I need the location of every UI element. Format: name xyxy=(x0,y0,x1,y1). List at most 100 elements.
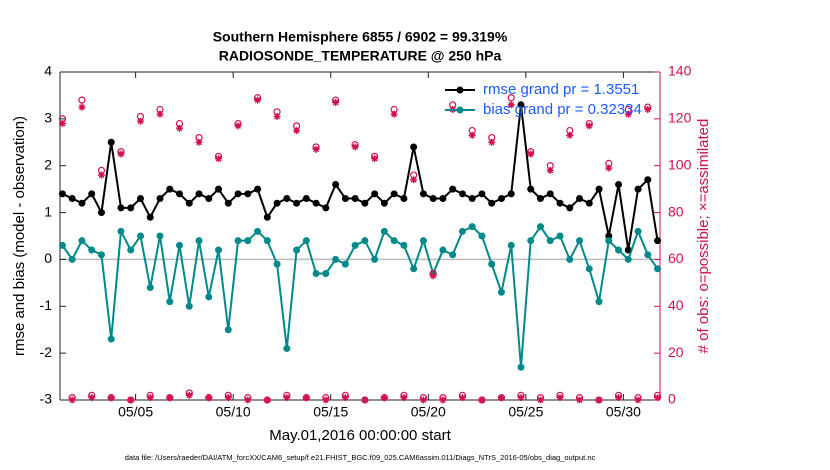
point xyxy=(58,190,66,198)
point xyxy=(361,199,369,207)
y2-tick-label: 60 xyxy=(668,250,684,266)
point xyxy=(283,344,291,352)
point xyxy=(78,199,86,207)
point xyxy=(254,227,262,235)
point-assimilated xyxy=(615,394,623,402)
point xyxy=(371,255,379,263)
y-tick-label: -2 xyxy=(40,344,53,360)
point xyxy=(400,195,408,203)
point xyxy=(576,195,584,203)
point xyxy=(536,195,544,203)
point-assimilated xyxy=(458,394,466,402)
y-tick-label: 0 xyxy=(44,250,52,266)
point xyxy=(166,185,174,193)
point-assimilated xyxy=(97,171,105,179)
y2-tick-label: 140 xyxy=(668,63,692,79)
point-assimilated xyxy=(371,155,379,163)
x-axis-label: May.01,2016 00:00:00 start xyxy=(269,427,451,444)
y-tick-label: 3 xyxy=(44,110,52,126)
point xyxy=(419,190,427,198)
point xyxy=(507,190,515,198)
point xyxy=(458,227,466,235)
point-assimilated xyxy=(58,120,66,128)
point-assimilated xyxy=(127,396,135,404)
y-tick-label: -3 xyxy=(40,391,53,407)
point xyxy=(127,204,135,212)
point-assimilated xyxy=(556,394,564,402)
point-assimilated xyxy=(322,396,330,404)
point-assimilated xyxy=(419,396,427,404)
point xyxy=(488,260,496,268)
point-assimilated xyxy=(410,176,418,184)
point xyxy=(585,265,593,273)
point xyxy=(556,199,564,207)
point xyxy=(566,204,574,212)
point-assimilated xyxy=(263,396,271,404)
chart-subtitle: RADIOSONDE_TEMPERATURE @ 250 hPa xyxy=(219,48,502,64)
point xyxy=(273,260,281,268)
point-assimilated xyxy=(215,155,223,163)
point xyxy=(390,190,398,198)
point-assimilated xyxy=(439,396,447,404)
point-assimilated xyxy=(312,145,320,153)
point xyxy=(195,190,203,198)
point xyxy=(263,213,271,221)
y-tick-label: 2 xyxy=(44,156,52,172)
point xyxy=(576,237,584,245)
x-tick-label: 05/10 xyxy=(216,404,251,420)
point xyxy=(351,241,359,249)
point xyxy=(215,246,223,254)
point xyxy=(176,241,184,249)
point xyxy=(136,195,144,203)
point xyxy=(361,237,369,245)
y-axis-label: rmse and bias (model - observation) xyxy=(11,116,28,356)
point xyxy=(624,255,632,263)
point xyxy=(410,265,418,273)
point-assimilated xyxy=(536,396,544,404)
point-assimilated xyxy=(488,138,496,146)
point xyxy=(78,237,86,245)
y2-tick-label: 120 xyxy=(668,110,692,126)
point-assimilated xyxy=(341,394,349,402)
point-assimilated xyxy=(546,166,554,174)
point-assimilated xyxy=(146,394,154,402)
point-assimilated xyxy=(332,98,340,106)
point xyxy=(527,185,535,193)
point xyxy=(371,190,379,198)
point-assimilated xyxy=(644,105,652,113)
y2-axis-label: # of obs: o=possible; ×=assimilated xyxy=(695,119,712,354)
point xyxy=(224,199,232,207)
point xyxy=(449,185,457,193)
point xyxy=(429,195,437,203)
point xyxy=(302,195,310,203)
point xyxy=(244,190,252,198)
point-assimilated xyxy=(283,394,291,402)
point xyxy=(97,209,105,217)
x-tick-label: 05/25 xyxy=(508,404,543,420)
point xyxy=(68,255,76,263)
point-assimilated xyxy=(429,272,437,280)
point xyxy=(312,199,320,207)
point xyxy=(449,251,457,259)
point xyxy=(263,237,271,245)
chart-title: Southern Hemisphere 6855 / 6902 = 99.319… xyxy=(213,29,508,45)
point-assimilated xyxy=(136,117,144,125)
point xyxy=(58,241,66,249)
x-tick-label: 05/05 xyxy=(118,404,153,420)
point-assimilated xyxy=(293,127,301,135)
point-assimilated xyxy=(497,394,505,402)
point xyxy=(107,335,115,343)
y2-tick-label: 40 xyxy=(668,297,684,313)
point-assimilated xyxy=(107,394,115,402)
point xyxy=(341,195,349,203)
plot-area xyxy=(60,72,660,400)
point xyxy=(634,185,642,193)
point-assimilated xyxy=(185,391,193,399)
legend-marker xyxy=(456,106,464,114)
point xyxy=(634,227,642,235)
point-assimilated xyxy=(478,396,486,404)
y2-tick-label: 80 xyxy=(668,203,684,219)
point xyxy=(478,190,486,198)
point xyxy=(488,199,496,207)
point-assimilated xyxy=(244,396,252,404)
